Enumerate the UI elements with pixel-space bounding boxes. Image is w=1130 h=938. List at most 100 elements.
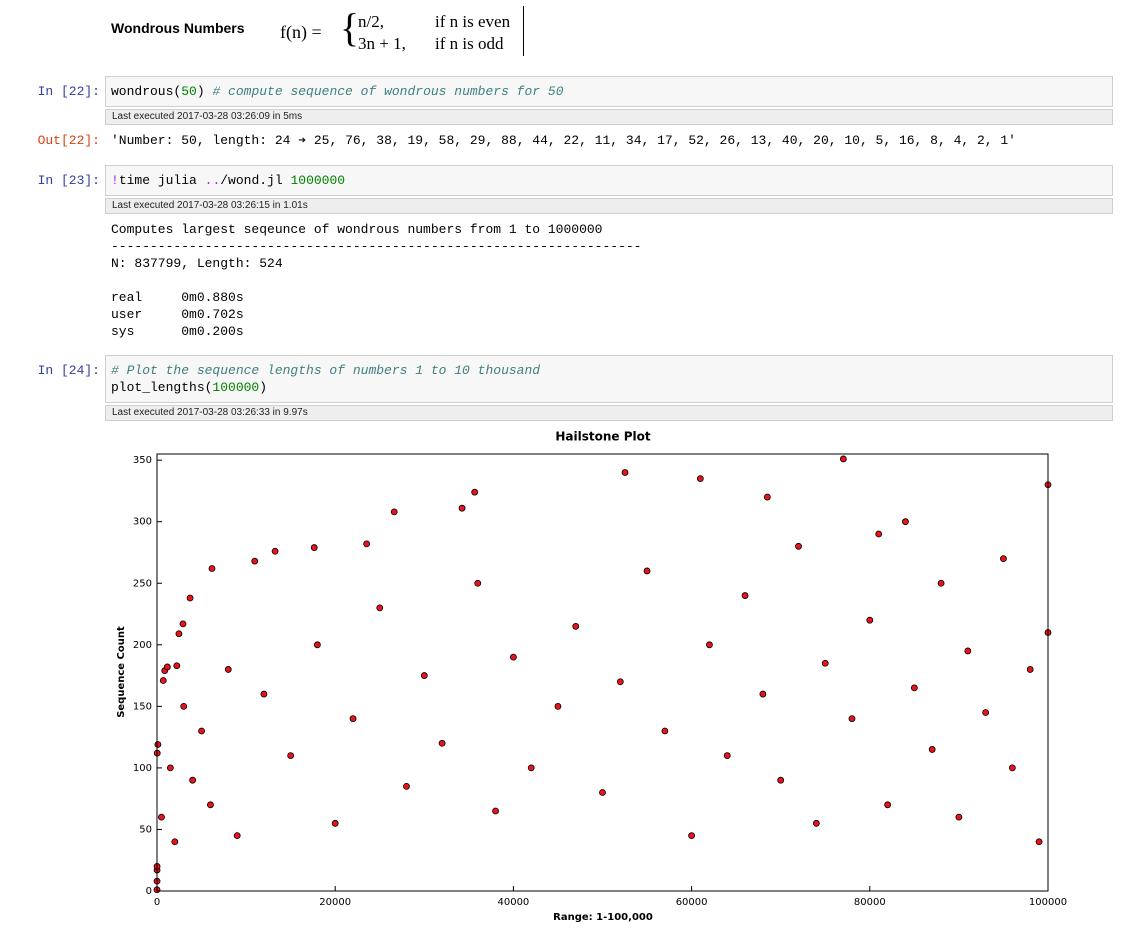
output-line: N: 837799, Length: 524 <box>111 256 283 271</box>
code-token: /wond.jl <box>220 173 291 188</box>
code-token: time julia <box>118 173 205 188</box>
y-tick-label: 0 <box>146 886 152 897</box>
point <box>723 752 731 759</box>
point <box>175 630 183 638</box>
in-prompt: In [24]: <box>37 363 100 378</box>
y-tick-label: 350 <box>133 455 152 466</box>
x-tick-label: 100000 <box>1029 897 1067 908</box>
input-cell: wondrous(50) # compute sequence of wondr… <box>105 76 1113 107</box>
formula-cond: if n is even <box>435 12 511 31</box>
point <box>982 709 990 716</box>
point <box>955 813 963 821</box>
point <box>643 567 651 575</box>
point <box>180 702 188 710</box>
point <box>163 663 171 671</box>
formula-bar <box>523 6 524 56</box>
point <box>510 653 517 661</box>
point <box>420 672 428 679</box>
y-axis-label: Sequence Count <box>116 626 127 718</box>
point <box>1026 666 1034 673</box>
y-tick-label: 150 <box>133 701 152 712</box>
point <box>179 620 187 628</box>
code-line: !time julia ../wond.jl 1000000 <box>111 172 1107 189</box>
chart: Hailstone Plot Range: 1-100,000 Sequence… <box>116 430 1067 924</box>
output-line: 'Number: 50, length: 24 ➔ 25, 76, 38, 19… <box>111 133 1016 148</box>
code-token: plot_lengths( <box>111 380 213 395</box>
point <box>403 782 410 790</box>
point <box>376 604 384 612</box>
chart-title: Hailstone Plot <box>555 430 651 444</box>
point <box>821 659 829 667</box>
point <box>390 508 398 516</box>
point <box>696 475 704 483</box>
code-token: ) <box>259 380 268 395</box>
point <box>839 455 847 463</box>
point <box>554 702 562 710</box>
code-token: ! <box>111 173 119 188</box>
point <box>795 542 802 550</box>
formula-expr: 3n + 1, <box>358 34 406 53</box>
point <box>471 488 479 496</box>
point <box>763 493 771 501</box>
output-line: Computes largest seqeunce of wondrous nu… <box>111 222 603 237</box>
point <box>866 616 874 624</box>
output-line: real 0m0.880s <box>111 290 244 305</box>
point <box>271 547 279 555</box>
y-tick-label: 300 <box>133 517 152 528</box>
y-tick-label: 200 <box>133 640 152 651</box>
point <box>572 622 580 630</box>
last-executed: Last executed 2017-03-28 03:26:33 in 9.9… <box>105 405 1113 421</box>
point <box>964 647 972 655</box>
point <box>198 727 205 735</box>
point <box>251 557 259 565</box>
point <box>154 741 162 748</box>
y-tick-label: 50 <box>139 824 152 835</box>
point <box>189 776 197 784</box>
point <box>186 594 194 602</box>
point <box>438 739 446 747</box>
point <box>492 807 499 815</box>
point <box>224 666 232 673</box>
in-prompt: In [23]: <box>37 173 100 188</box>
formula-cond: if n is odd <box>435 34 504 53</box>
point <box>233 832 241 840</box>
point <box>1008 764 1016 772</box>
in-prompt: In [22]: <box>37 84 100 99</box>
point <box>166 764 174 772</box>
x-tick-label: 0 <box>154 897 160 908</box>
point <box>910 684 918 692</box>
point <box>1035 838 1043 846</box>
point <box>1000 555 1007 563</box>
point <box>313 641 321 649</box>
code-token: # compute sequence of wondrous numbers f… <box>212 84 564 99</box>
point <box>741 592 749 599</box>
code-token: wondrous( <box>111 84 182 99</box>
point <box>848 715 856 723</box>
point <box>777 776 785 784</box>
output-line: user 0m0.702s <box>111 307 244 322</box>
point <box>688 832 695 840</box>
code-token: ) <box>196 84 213 99</box>
formula-lhs: f(n) = <box>280 22 322 42</box>
x-tick-label: 40000 <box>497 897 529 908</box>
code-line: plot_lengths(100000) <box>111 379 1107 396</box>
last-executed: Last executed 2017-03-28 03:26:15 in 1.0… <box>105 198 1113 214</box>
point <box>902 518 909 526</box>
code-token: .. <box>204 173 221 188</box>
point <box>706 641 713 649</box>
point <box>260 690 268 698</box>
point <box>621 469 629 476</box>
point <box>661 727 669 735</box>
point <box>474 579 482 587</box>
point <box>884 801 892 809</box>
input-cell: !time julia ../wond.jl 1000000 <box>105 165 1113 196</box>
code-token: 100000 <box>212 380 260 395</box>
code-line: # Plot the sequence lengths of numbers 1… <box>111 362 1107 379</box>
formula-expr: n/2, <box>358 12 384 31</box>
last-executed: Last executed 2017-03-28 03:26:09 in 5ms <box>105 109 1113 125</box>
point <box>812 819 820 827</box>
point <box>616 678 624 686</box>
code-token: 1000000 <box>290 173 346 188</box>
point <box>875 530 883 538</box>
